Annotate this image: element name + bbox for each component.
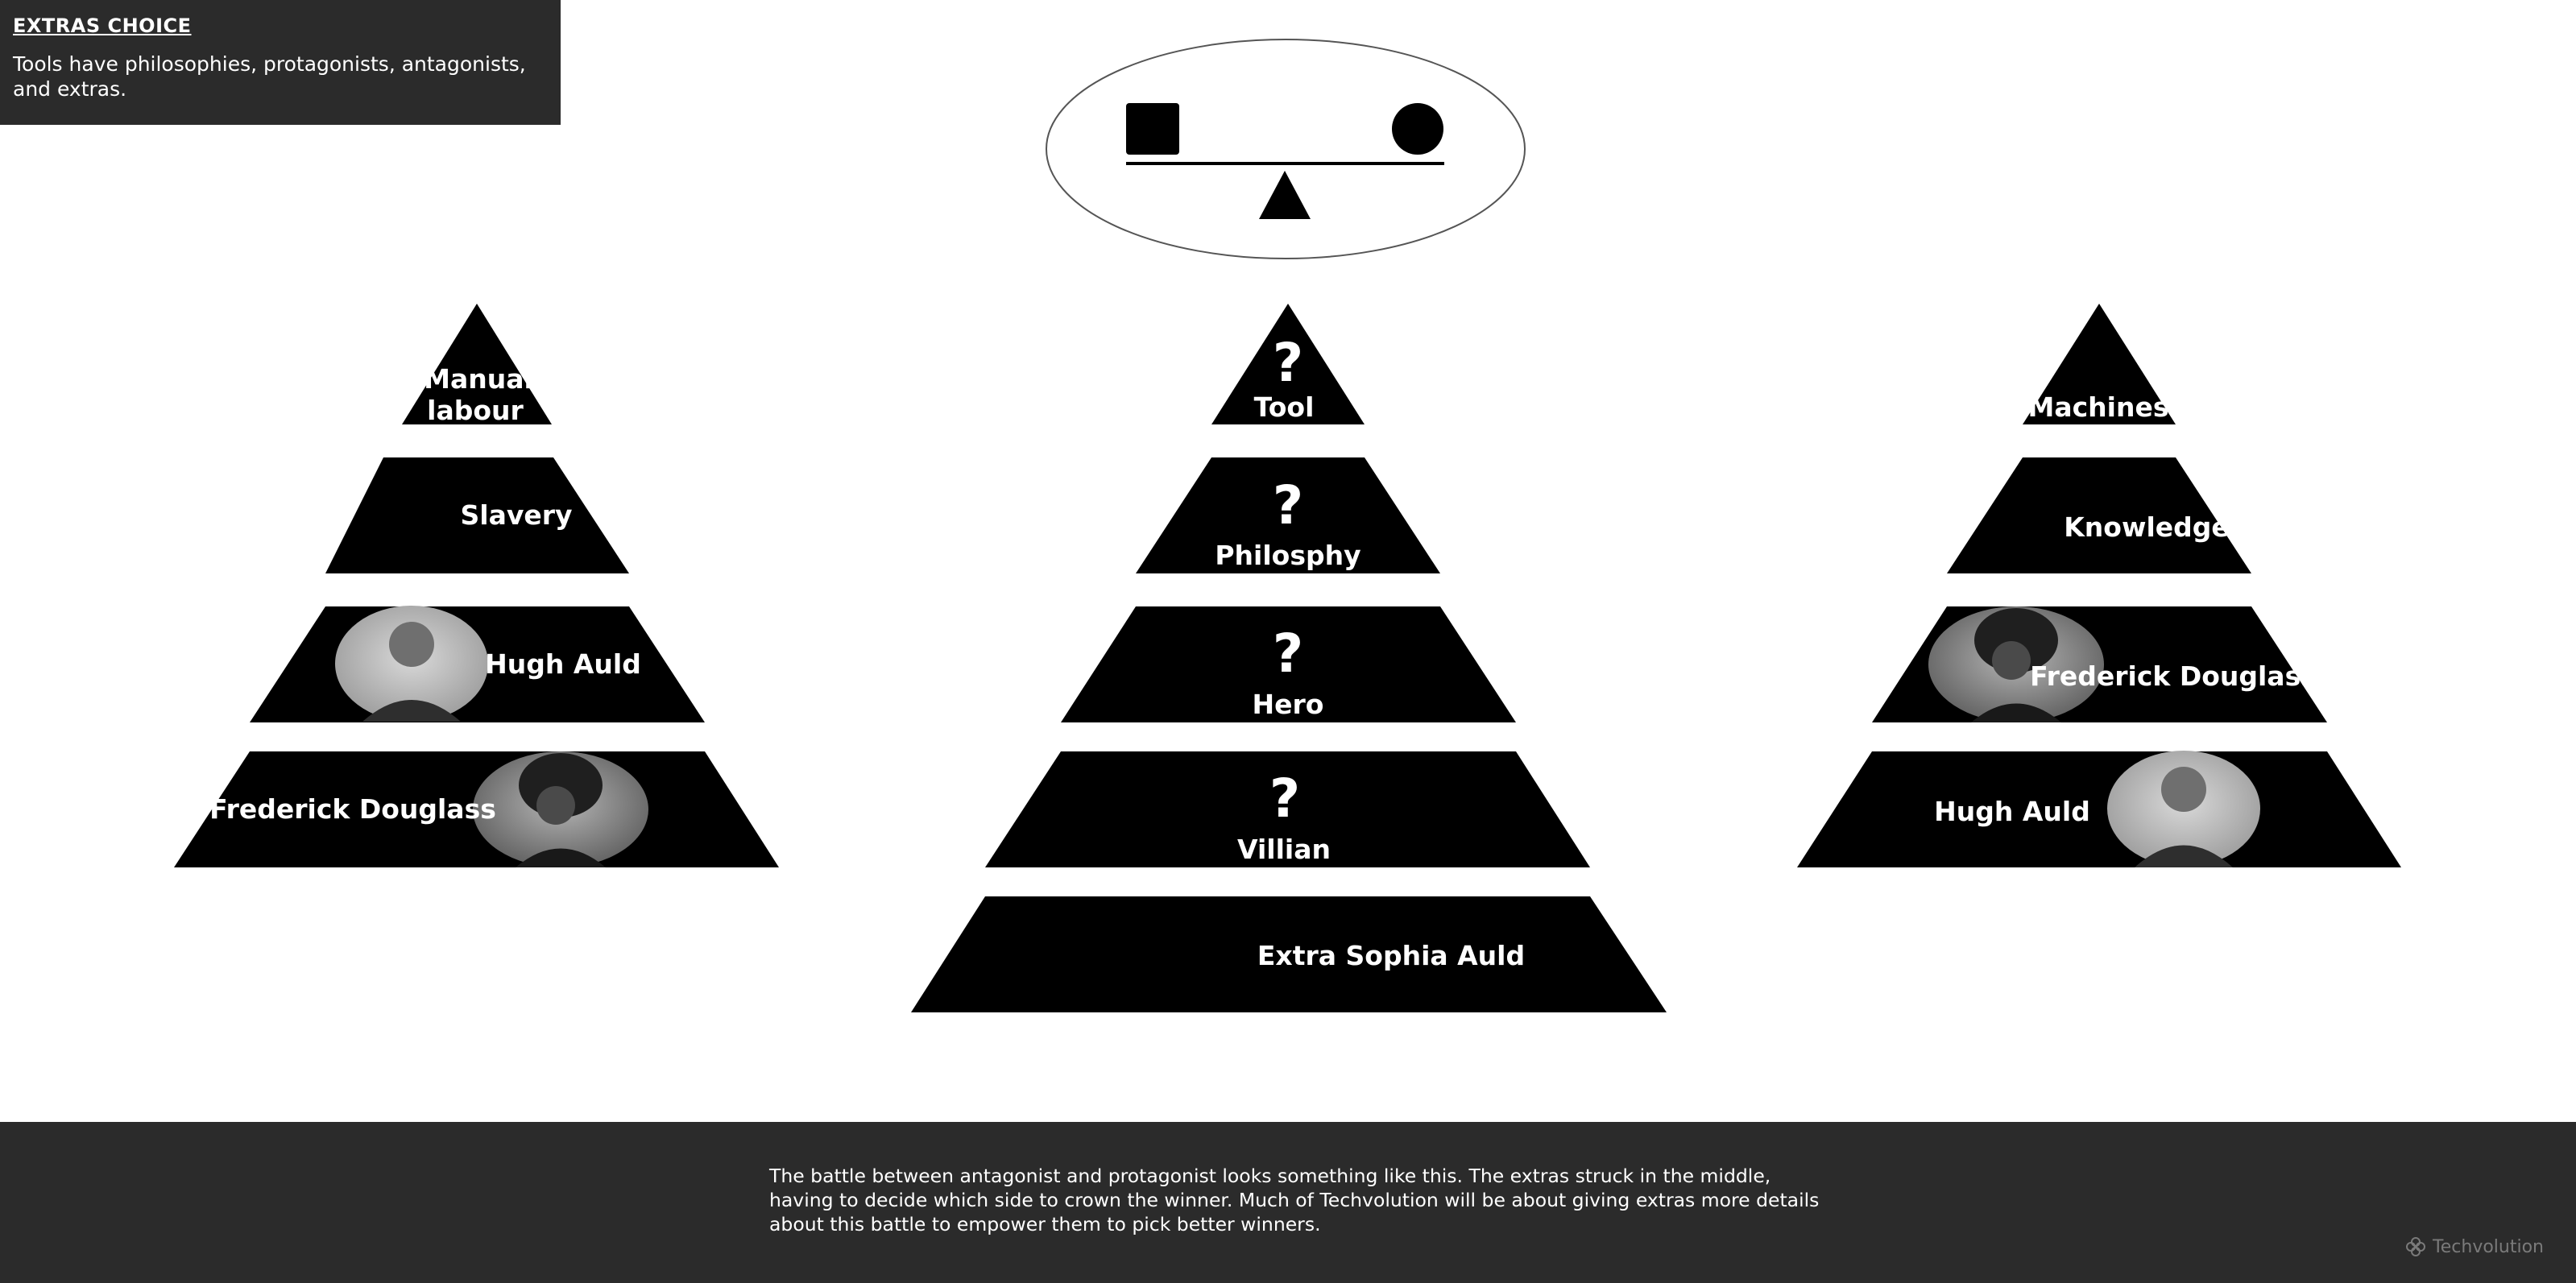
center-pyramid: ? Tool ? Philosphy ? Hero ? Villian Extr… xyxy=(911,304,1667,1012)
tier-label: Frederick Douglass xyxy=(209,793,496,825)
triangle-icon xyxy=(1259,171,1311,219)
tier-label: Villian xyxy=(1237,834,1331,865)
pyramid-tier xyxy=(2023,304,2176,424)
balance-scale-icon xyxy=(1046,39,1526,259)
tier-label: Knowledge xyxy=(2064,511,2230,543)
right-pyramid: Machines Knowledge Frederick Douglass Hu… xyxy=(1797,304,2401,867)
question-mark-icon: ? xyxy=(1273,474,1303,536)
left-pyramid: Manual labour Slavery Hugh Auld Frederic… xyxy=(174,304,779,867)
square-icon xyxy=(1126,103,1179,155)
footer-caption: The battle between antagonist and protag… xyxy=(769,1165,1820,1235)
tier-label: Hero xyxy=(1253,689,1324,720)
brand-logo: Techvolution xyxy=(2405,1236,2544,1257)
portrait-frederick-douglass xyxy=(1928,606,2104,722)
tier-label: Frederick Douglass xyxy=(2030,660,2317,692)
question-mark-icon: ? xyxy=(1269,768,1300,830)
pyramid-tier xyxy=(1061,606,1516,722)
portrait-hugh-auld xyxy=(335,606,488,722)
tier-label: Philosphy xyxy=(1215,540,1360,571)
tier-label: Machines xyxy=(2028,391,2169,423)
tier-label: Extra Sophia Auld xyxy=(1257,940,1525,971)
tier-label: Tool xyxy=(1254,391,1315,423)
portrait-frederick-douglass xyxy=(473,751,648,867)
footer-panel: The battle between antagonist and protag… xyxy=(0,1122,2576,1283)
pyramid-tier xyxy=(985,751,1590,867)
tier-label: Hugh Auld xyxy=(485,648,641,680)
pyramid-tier xyxy=(402,304,552,424)
tier-label: Slavery xyxy=(460,499,572,531)
pyramid-tier xyxy=(1211,304,1365,424)
page-subtitle: Tools have philosophies, protagonists, a… xyxy=(13,52,526,101)
brand-name: Techvolution xyxy=(2433,1236,2544,1257)
circle-icon xyxy=(1392,103,1443,155)
tier-label: Manual xyxy=(424,363,533,395)
tier-label: labour xyxy=(427,395,524,426)
pyramid-tier xyxy=(325,457,629,573)
pyramid-tier xyxy=(1947,457,2251,573)
pyramid-tier xyxy=(1797,751,2401,867)
flower-logo-icon xyxy=(2406,1237,2426,1256)
page-title: EXTRAS CHOICE xyxy=(13,14,192,37)
question-mark-icon: ? xyxy=(1273,332,1303,394)
pyramid-diagram: Manual labour Slavery Hugh Auld Frederic… xyxy=(174,39,2401,1012)
pyramid-tier xyxy=(1136,457,1440,573)
tier-label: Hugh Auld xyxy=(1934,796,2090,827)
portrait-hugh-auld xyxy=(2107,751,2260,867)
question-mark-icon: ? xyxy=(1273,623,1303,685)
header-panel: EXTRAS CHOICE Tools have philosophies, p… xyxy=(0,0,561,125)
pyramid-tier xyxy=(911,896,1667,1012)
